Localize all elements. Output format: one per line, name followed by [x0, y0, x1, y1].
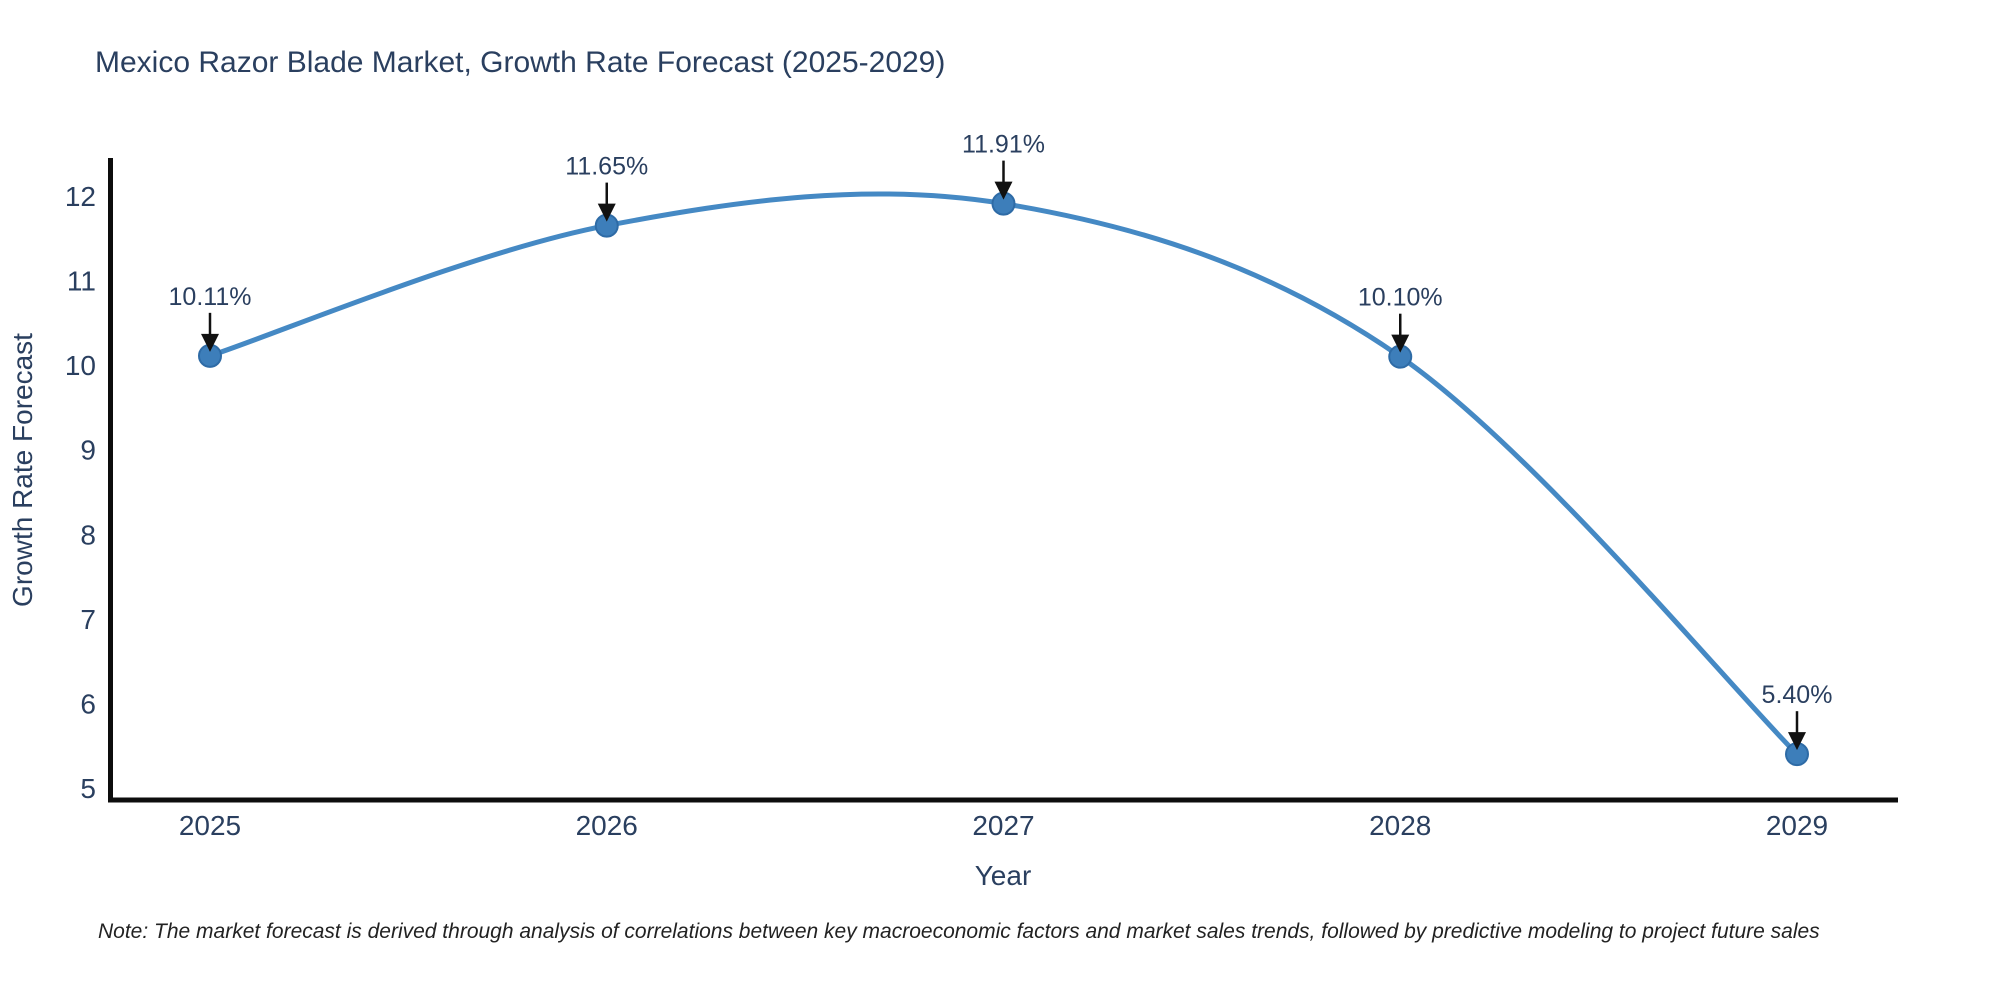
annotation-2028: 10.10%	[1358, 284, 1443, 353]
y-tick-7: 7	[80, 604, 96, 635]
annotation-label: 11.91%	[962, 131, 1045, 159]
y-tick-11: 11	[67, 266, 96, 297]
annotation-label: 5.40%	[1762, 681, 1833, 709]
annotation-arrowhead-icon	[597, 203, 616, 222]
y-tick-9: 9	[80, 435, 96, 466]
annotation-arrowhead-icon	[201, 333, 219, 352]
annotation-2029: 5.40%	[1762, 681, 1833, 751]
y-tick-6: 6	[80, 688, 96, 719]
annotation-arrowhead-icon	[1788, 732, 1806, 751]
forecast-line	[207, 191, 1800, 757]
annotation-arrowhead-icon	[994, 181, 1013, 200]
x-tick-labels: 2025 2026 2027 2028 2029	[179, 810, 1828, 841]
annotation-2027: 11.91%	[962, 131, 1045, 200]
annotation-label: 10.11%	[169, 283, 252, 311]
note-text: Note: The market forecast is derived thr…	[98, 920, 1820, 943]
y-tick-5: 5	[80, 773, 96, 804]
x-tick-2026: 2026	[576, 810, 638, 841]
x-tick-2025: 2025	[179, 810, 241, 841]
y-axis-title: Growth Rate Forecast	[7, 333, 38, 607]
annotations: 10.11% 11.65% 11.91% 10.10% 5.40%	[169, 131, 1833, 751]
x-axis-title: Year	[975, 860, 1032, 891]
y-tick-10: 10	[65, 350, 96, 381]
annotation-arrowhead-icon	[1391, 334, 1410, 353]
data-points	[198, 191, 1809, 767]
x-tick-2029: 2029	[1766, 810, 1828, 841]
x-tick-2028: 2028	[1369, 810, 1431, 841]
x-tick-2027: 2027	[972, 810, 1034, 841]
annotation-2026: 11.65%	[565, 153, 648, 222]
annotation-label: 10.10%	[1358, 284, 1443, 312]
annotation-2025: 10.11%	[169, 283, 252, 352]
y-tick-8: 8	[80, 519, 96, 550]
annotation-label: 11.65%	[565, 153, 648, 181]
y-tick-12: 12	[65, 181, 96, 212]
y-tick-labels: 12 11 10 9 8 7 6 5	[65, 181, 96, 804]
chart-title: Mexico Razor Blade Market, Growth Rate F…	[95, 46, 945, 79]
